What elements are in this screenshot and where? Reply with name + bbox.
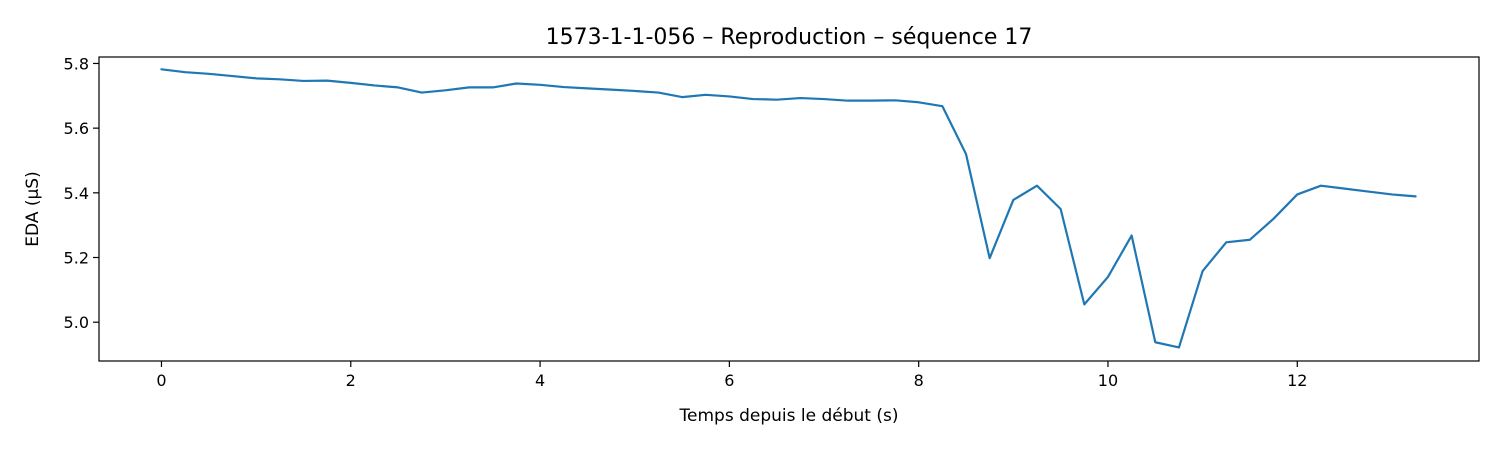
- x-axis: 0 2 4 6 8 10 12: [156, 361, 1307, 390]
- plot-frame: [98, 56, 1480, 362]
- y-tick-label: 5.0: [64, 313, 89, 332]
- chart-title: 1573-1-1-056 – Reproduction – séquence 1…: [546, 25, 1033, 50]
- x-tick-label: 4: [535, 371, 545, 390]
- y-axis-label: EDA (µS): [23, 171, 43, 246]
- y-tick-label: 5.2: [64, 249, 89, 268]
- x-axis-label: Temps depuis le début (s): [679, 406, 899, 426]
- y-tick-label: 5.4: [64, 184, 89, 203]
- y-tick-label: 5.6: [64, 119, 89, 138]
- x-tick-label: 8: [914, 371, 924, 390]
- x-tick-label: 0: [156, 371, 166, 390]
- x-tick-label: 2: [346, 371, 356, 390]
- y-axis: 5.0 5.2 5.4 5.6 5.8: [64, 54, 99, 332]
- plot-area: [160, 68, 1417, 349]
- x-tick-label: 10: [1098, 371, 1118, 390]
- x-tick-label: 12: [1287, 371, 1307, 390]
- series-line-0: [160, 68, 1417, 349]
- y-tick-label: 5.8: [64, 54, 89, 73]
- x-tick-label: 6: [724, 371, 734, 390]
